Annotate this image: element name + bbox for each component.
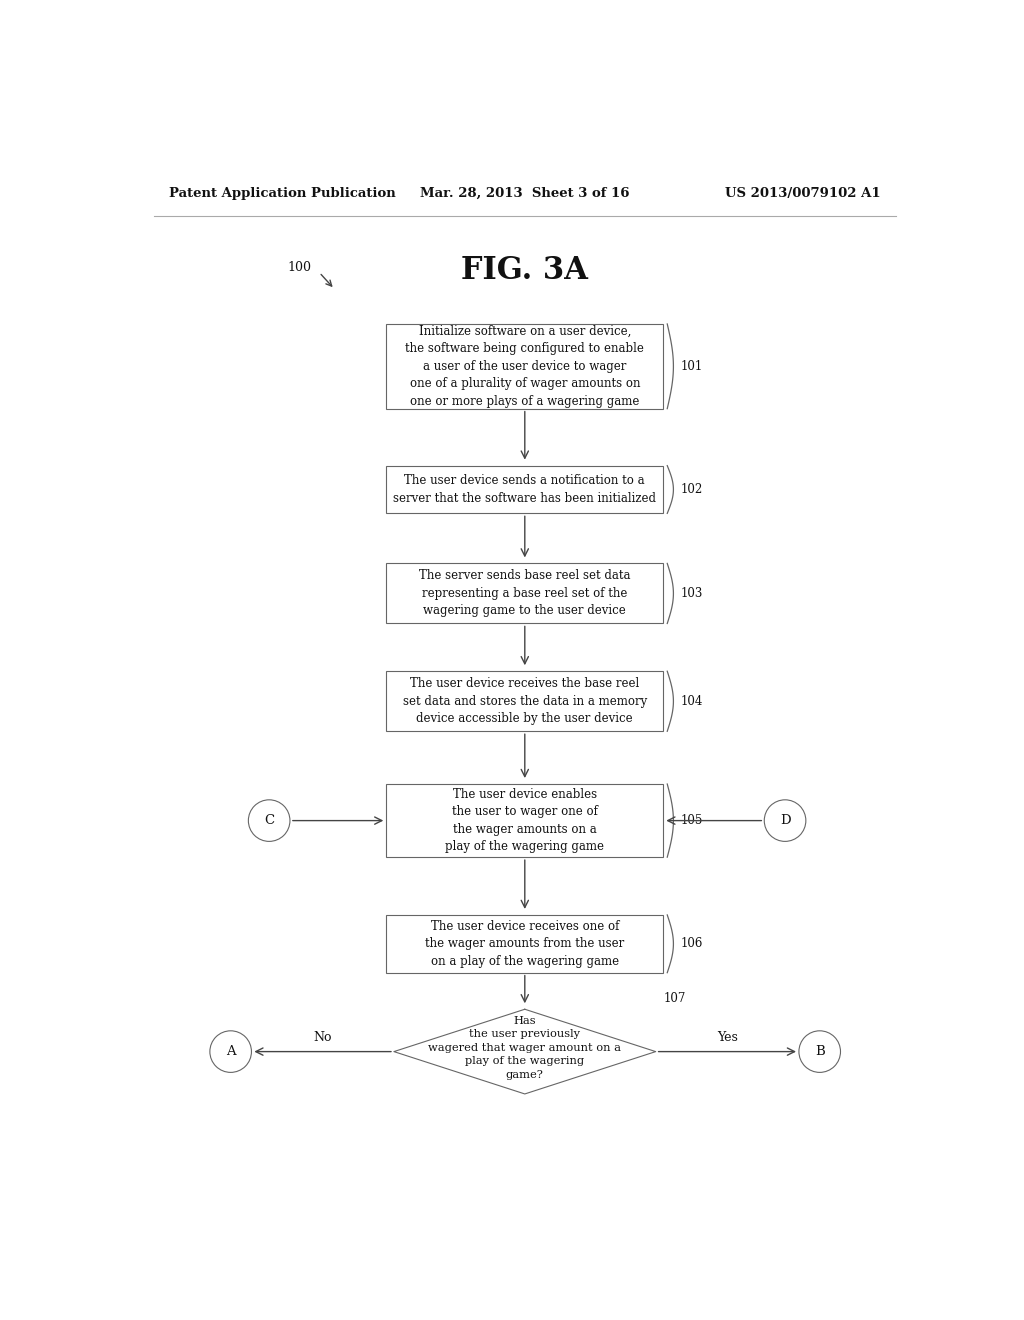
Polygon shape bbox=[394, 1010, 655, 1094]
Circle shape bbox=[799, 1031, 841, 1072]
Text: 104: 104 bbox=[680, 694, 702, 708]
Text: 105: 105 bbox=[680, 814, 702, 828]
Text: 101: 101 bbox=[680, 360, 702, 372]
FancyBboxPatch shape bbox=[386, 323, 664, 409]
Text: US 2013/0079102 A1: US 2013/0079102 A1 bbox=[725, 186, 881, 199]
Text: FIG. 3A: FIG. 3A bbox=[462, 255, 588, 285]
Text: The user device receives one of
the wager amounts from the user
on a play of the: The user device receives one of the wage… bbox=[425, 920, 625, 968]
Text: Yes: Yes bbox=[717, 1031, 737, 1044]
Text: 102: 102 bbox=[680, 483, 702, 496]
Circle shape bbox=[210, 1031, 252, 1072]
Text: The user device sends a notification to a
server that the software has been init: The user device sends a notification to … bbox=[393, 474, 656, 504]
Text: The server sends base reel set data
representing a base reel set of the
wagering: The server sends base reel set data repr… bbox=[419, 569, 631, 618]
FancyBboxPatch shape bbox=[386, 671, 664, 731]
FancyBboxPatch shape bbox=[386, 466, 664, 513]
Text: 106: 106 bbox=[680, 937, 702, 950]
FancyBboxPatch shape bbox=[386, 915, 664, 973]
Text: B: B bbox=[815, 1045, 824, 1059]
Text: D: D bbox=[779, 814, 791, 828]
Text: Has
the user previously
wagered that wager amount on a
play of the wagering
game: Has the user previously wagered that wag… bbox=[428, 1015, 622, 1080]
Text: Initialize software on a user device,
the software being configured to enable
a : Initialize software on a user device, th… bbox=[406, 325, 644, 408]
Circle shape bbox=[764, 800, 806, 841]
Text: Mar. 28, 2013  Sheet 3 of 16: Mar. 28, 2013 Sheet 3 of 16 bbox=[420, 186, 630, 199]
Text: 103: 103 bbox=[680, 587, 702, 601]
Text: A: A bbox=[226, 1045, 236, 1059]
FancyBboxPatch shape bbox=[386, 564, 664, 623]
Text: No: No bbox=[313, 1031, 332, 1044]
Text: The user device enables
the user to wager one of
the wager amounts on a
play of : The user device enables the user to wage… bbox=[445, 788, 604, 853]
Text: 100: 100 bbox=[288, 261, 311, 275]
FancyBboxPatch shape bbox=[386, 784, 664, 857]
Circle shape bbox=[249, 800, 290, 841]
Text: 107: 107 bbox=[664, 993, 686, 1006]
Text: Patent Application Publication: Patent Application Publication bbox=[169, 186, 396, 199]
Text: C: C bbox=[264, 814, 274, 828]
Text: The user device receives the base reel
set data and stores the data in a memory
: The user device receives the base reel s… bbox=[402, 677, 647, 725]
